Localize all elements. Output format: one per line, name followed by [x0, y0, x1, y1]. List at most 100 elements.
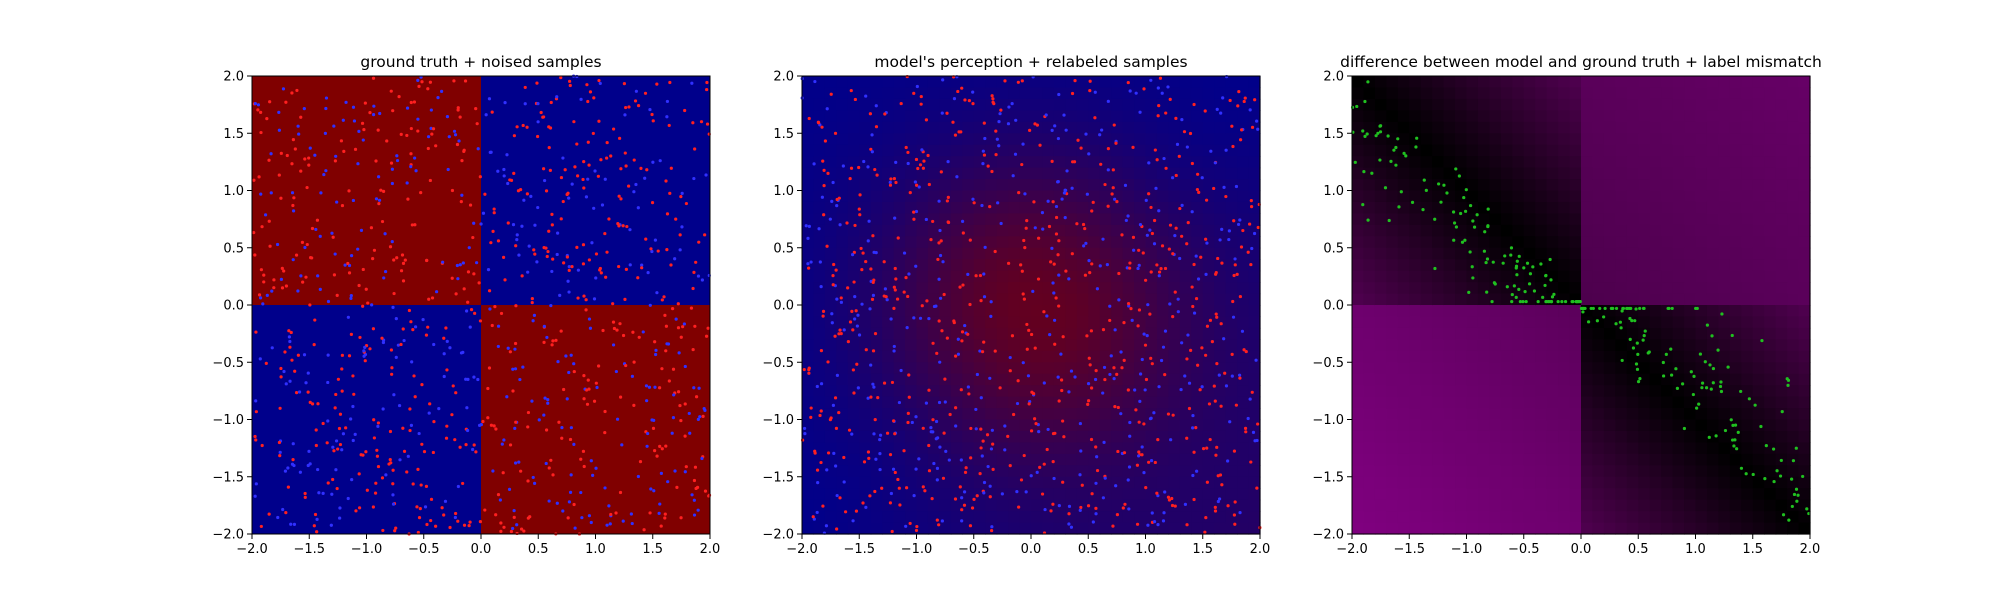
sample-point	[1196, 363, 1200, 367]
heatmap-cell	[1214, 190, 1227, 203]
sample-point	[906, 420, 910, 425]
sample-point	[980, 454, 984, 458]
heatmap-cell	[1695, 179, 1708, 192]
sample-point	[612, 127, 616, 131]
sample-point	[1185, 436, 1189, 440]
heatmap-cell	[1031, 236, 1044, 249]
heatmap-cell	[1237, 110, 1250, 123]
sample-point	[1067, 512, 1071, 516]
heatmap-cell	[1008, 373, 1021, 386]
heatmap-cell	[1638, 453, 1651, 466]
sample-point	[414, 169, 418, 173]
heatmap-cell	[905, 373, 918, 386]
heatmap-cell	[1523, 213, 1536, 226]
heatmap-cell	[927, 419, 940, 432]
sample-point	[576, 268, 580, 272]
sample-point	[308, 303, 312, 307]
heatmap-cell	[1031, 476, 1044, 489]
heatmap-cell	[1500, 465, 1513, 478]
heatmap-cell	[1088, 121, 1101, 134]
sample-point	[569, 426, 573, 430]
heatmap-cell	[1122, 236, 1135, 249]
sample-point	[636, 206, 640, 210]
heatmap-cell	[836, 282, 849, 295]
heatmap-cell	[1019, 144, 1032, 157]
heatmap-cell	[1202, 110, 1215, 123]
heatmap-cell	[1615, 167, 1628, 180]
heatmap-cell	[1638, 419, 1651, 432]
sample-point	[409, 100, 413, 105]
sample-point	[991, 97, 995, 101]
heatmap-cell	[1535, 224, 1548, 237]
sample-point	[379, 188, 383, 192]
sample-point	[360, 121, 365, 125]
heatmap-cell	[1684, 350, 1697, 363]
heatmap-cell	[893, 293, 906, 306]
heatmap-cell	[1065, 488, 1078, 501]
heatmap-cell	[1592, 98, 1605, 111]
sample-point	[874, 457, 878, 461]
heatmap-cell	[1008, 476, 1021, 489]
sample-point	[1171, 314, 1175, 319]
heatmap-cell	[824, 156, 837, 169]
sample-point	[1035, 470, 1039, 474]
sample-point	[338, 412, 343, 416]
sample-point	[934, 437, 938, 441]
heatmap-cell	[1134, 87, 1147, 100]
heatmap-cell	[927, 350, 940, 363]
sample-point	[1162, 511, 1166, 515]
heatmap-cell	[1500, 201, 1513, 214]
heatmap-cell	[802, 133, 815, 146]
heatmap-cell	[1156, 373, 1169, 386]
sample-point	[584, 195, 589, 199]
heatmap-cell	[1214, 453, 1227, 466]
sample-point	[956, 352, 961, 356]
heatmap-cell	[1099, 305, 1112, 318]
heatmap-cell	[1031, 110, 1044, 123]
heatmap-cell	[962, 293, 975, 306]
heatmap-cell	[1042, 167, 1055, 180]
heatmap-cell	[1031, 350, 1044, 363]
heatmap-cell	[1477, 305, 1490, 318]
heatmap-cell	[1237, 522, 1250, 535]
heatmap-cell	[1088, 522, 1101, 535]
sample-point	[869, 267, 873, 271]
sample-point	[852, 280, 856, 284]
sample-point	[542, 413, 546, 417]
heatmap-cell	[824, 373, 837, 386]
heatmap-cell	[1374, 87, 1387, 100]
heatmap-cell	[859, 327, 872, 340]
heatmap-cell	[996, 259, 1009, 272]
heatmap-cell	[1523, 522, 1536, 535]
heatmap-cell	[1237, 201, 1250, 214]
sample-point	[1161, 345, 1166, 349]
sample-point	[370, 303, 374, 307]
heatmap-cell	[1352, 236, 1365, 249]
heatmap-cell	[1352, 430, 1365, 443]
sample-point	[401, 279, 406, 283]
x-tick-label: −1.0	[351, 542, 383, 557]
heatmap-cell	[824, 442, 837, 455]
heatmap-cell	[1432, 98, 1445, 111]
heatmap-cell	[1592, 213, 1605, 226]
heatmap-cell	[1661, 522, 1674, 535]
heatmap-cell	[1374, 316, 1387, 329]
heatmap-cell	[1156, 419, 1169, 432]
heatmap-cell	[1088, 305, 1101, 318]
heatmap-cell	[1122, 224, 1135, 237]
heatmap-cell	[882, 305, 895, 318]
heatmap-cell	[1134, 167, 1147, 180]
sample-point	[974, 274, 978, 278]
heatmap-cell	[1225, 373, 1238, 386]
heatmap-cell	[1202, 259, 1215, 272]
heatmap-cell	[1615, 419, 1628, 432]
heatmap-cell	[973, 98, 986, 111]
heatmap-cell	[1420, 224, 1433, 237]
heatmap-cell	[824, 465, 837, 478]
sample-point	[618, 136, 622, 140]
sample-point	[660, 447, 664, 451]
sample-point	[594, 276, 598, 280]
heatmap-cell	[1581, 121, 1594, 134]
heatmap-cell	[859, 499, 872, 512]
heatmap-cell	[893, 167, 906, 180]
